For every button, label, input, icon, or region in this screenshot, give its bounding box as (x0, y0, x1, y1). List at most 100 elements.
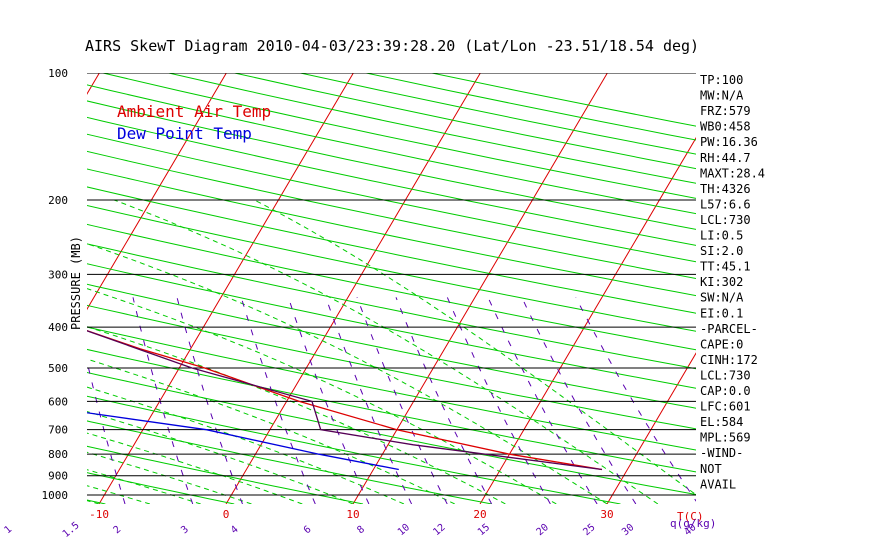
stability-index-text: L57:6.6 (700, 197, 751, 211)
dry-adiabat-line (300, 73, 696, 155)
stability-index-text: TP:100 (700, 73, 743, 87)
isotherm-line (861, 73, 870, 504)
stability-index-text: MAXT:28.4 (700, 166, 765, 180)
mixing-ratio-line (287, 297, 370, 504)
dry-adiabat-line (87, 168, 696, 297)
dry-adiabat-line (87, 186, 696, 314)
dry-adiabat-line (87, 283, 696, 409)
dry-adiabat-line (87, 150, 696, 280)
mixing-ratio-line (240, 297, 316, 504)
mixing-unit-label: q(g/kg) (670, 517, 716, 530)
stability-index-text: EI:0.1 (700, 306, 743, 320)
mixing-ratio-tick-label: 8 (355, 524, 367, 536)
mixing-ratio-line (132, 297, 194, 504)
stability-index-text: AVAIL (700, 477, 736, 491)
mixing-ratio-tick-label: 1.5 (61, 520, 82, 540)
dry-adiabat-line (431, 73, 696, 127)
stability-index-text: WB0:458 (700, 120, 751, 134)
plot-area (0, 73, 870, 504)
moist-adiabat-line (87, 243, 608, 504)
chart-title: AIRS SkewT Diagram 2010-04-03/23:39:28.2… (85, 37, 699, 55)
dry-adiabat-line (87, 204, 696, 332)
moist-adiabat-line (87, 386, 405, 504)
isotherm-line (479, 136, 696, 504)
moist-adiabat-line (114, 199, 659, 504)
isotherm-line (98, 73, 354, 504)
pressure-tick-label: 500 (48, 362, 68, 375)
mixing-ratio-line (575, 297, 696, 502)
stability-index-text: MW:N/A (700, 89, 744, 103)
stability-index-text: TT:45.1 (700, 260, 751, 274)
ambient-temp-line (87, 330, 603, 471)
mixing-ratio-line (176, 297, 243, 504)
moist-adiabat-line (87, 326, 506, 504)
isotherm-line (606, 352, 696, 504)
stability-index-text: CAP:0.0 (700, 384, 751, 398)
bottom-temp-tick-label: 20 (473, 508, 486, 521)
stability-index-text: CAPE:0 (700, 337, 743, 351)
mixing-ratio-tick-label: 30 (620, 522, 636, 538)
moist-adiabat-line (87, 288, 557, 504)
pressure-tick-label: 700 (48, 424, 68, 437)
sounding-series (87, 330, 603, 471)
stability-index-text: LCL:730 (700, 213, 751, 227)
stability-index-text: RH:44.7 (700, 151, 751, 165)
mixing-ratio-line (87, 359, 126, 504)
moist-adiabat-line (254, 199, 696, 496)
stability-index-text: NOT (700, 462, 722, 476)
isobars (87, 73, 696, 496)
mixing-ratio-tick-label: 10 (396, 522, 412, 538)
mixing-ratio-tick-label: 20 (535, 522, 551, 538)
legend-dew-point: Dew Point Temp (117, 124, 252, 143)
stability-index-text: FRZ:579 (700, 104, 751, 118)
stability-index-text: LCL:730 (700, 368, 751, 382)
dry-adiabat-line (87, 420, 492, 504)
mixing-ratio-lines (0, 297, 696, 504)
parcel-line (87, 330, 603, 471)
stability-index-text: MPL:569 (700, 431, 751, 445)
bottom-temp-tick-label: 10 (346, 508, 359, 521)
moist-adiabat-line (87, 451, 252, 504)
isotherm-line (352, 73, 608, 504)
stability-index-text: -PARCEL- (700, 322, 758, 336)
stability-index-text: SW:N/A (700, 291, 744, 305)
dry-adiabat-line (87, 326, 696, 451)
stability-index-text: KI:302 (700, 275, 743, 289)
mixing-ratio-tick-label: 25 (581, 522, 597, 538)
isotherm-line (87, 73, 100, 95)
isotherm-line (225, 73, 481, 504)
pressure-tick-label: 600 (48, 395, 68, 408)
legend-ambient-temp: Ambient Air Temp (117, 102, 271, 121)
moist-adiabat-line (87, 410, 354, 504)
dry-adiabat-line (87, 223, 696, 351)
temp-unit-label: T(C) (677, 510, 704, 523)
mixing-ratio-tick-label: 12 (431, 522, 447, 538)
mixing-ratio-tick-label: 15 (476, 522, 492, 538)
mixing-ratio-tick-label: 1 (2, 524, 14, 536)
bottom-temp-tick-label: -10 (89, 508, 109, 521)
stability-index-text: LI:0.5 (700, 229, 743, 243)
dew-point-line (87, 412, 399, 471)
isotherm-line (87, 73, 227, 311)
stability-index-text: PW:16.36 (700, 135, 758, 149)
stability-index-text: TH:4326 (700, 182, 751, 196)
mixing-ratio-tick-label: 4 (229, 524, 241, 536)
isotherms (87, 73, 870, 504)
mixing-ratio-line (356, 297, 448, 504)
dry-adiabat-line (87, 395, 621, 504)
pressure-tick-labels: 100 200 300 400 500 600 700 800 900 1000 (42, 67, 69, 502)
mixing-ratio-line (0, 297, 16, 504)
pressure-tick-label: 200 (48, 194, 68, 207)
pressure-tick-label: 300 (48, 268, 68, 281)
dry-adiabat-line (234, 73, 696, 170)
pressure-tick-label: 1000 (42, 489, 69, 502)
stability-index-text: SI:2.0 (700, 244, 743, 258)
stability-index-text: LFC:601 (700, 400, 751, 414)
pressure-tick-label: 400 (48, 321, 68, 334)
stability-index-text: EL:584 (700, 415, 743, 429)
dry-adiabat-line (87, 499, 106, 504)
mixing-ratio-line (395, 297, 493, 504)
